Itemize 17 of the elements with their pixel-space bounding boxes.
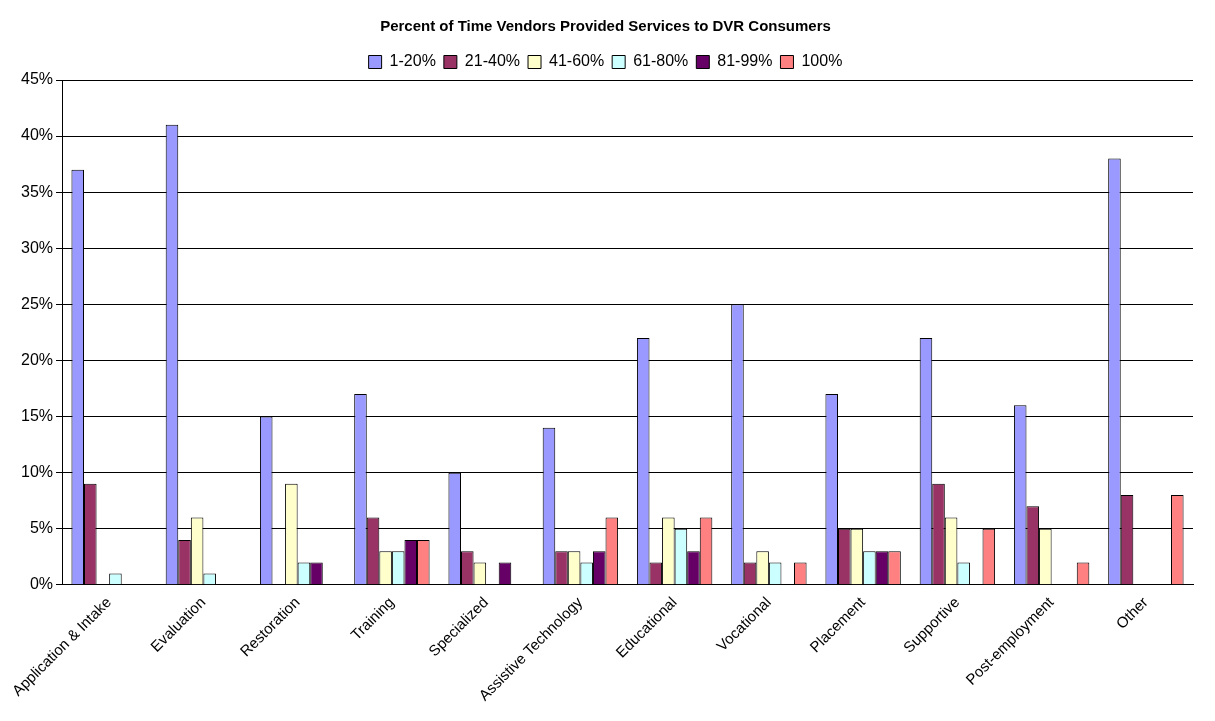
legend-label: 81-99% <box>717 52 773 70</box>
y-tick-label: 20% <box>20 350 54 368</box>
y-tick-label: 45% <box>20 70 54 88</box>
legend-label: 1-20% <box>389 52 436 70</box>
legend-label: 41-60% <box>549 52 605 70</box>
legend-label: 61-80% <box>633 52 689 70</box>
chart-title: Percent of Time Vendors Provided Services to DVR Consumers <box>380 17 831 35</box>
legend-label: 100% <box>801 52 843 70</box>
y-tick-label: 10% <box>20 463 54 481</box>
y-tick-label: 0% <box>29 575 54 593</box>
y-tick-label: 15% <box>20 406 54 424</box>
y-tick-label: 5% <box>29 519 54 537</box>
legend-label: 21-40% <box>464 52 521 70</box>
y-tick-label: 25% <box>20 294 54 312</box>
y-tick-label: 30% <box>20 238 54 256</box>
y-tick-label: 40% <box>20 126 54 144</box>
y-tick-label: 35% <box>20 182 54 200</box>
